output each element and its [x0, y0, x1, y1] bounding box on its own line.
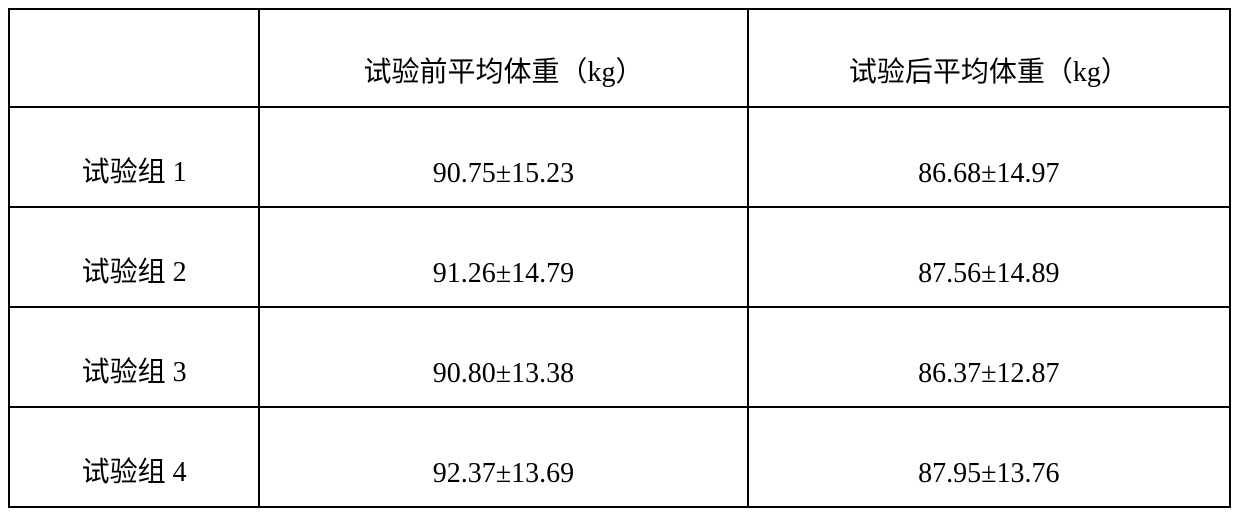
- weight-data-table: 试验前平均体重（kg） 试验后平均体重（kg） 试验组 1 90.75±15.2…: [8, 8, 1231, 508]
- row-after-value: 87.95±13.76: [748, 407, 1230, 507]
- row-before-value: 90.80±13.38: [259, 307, 747, 407]
- table-row: 试验组 4 92.37±13.69 87.95±13.76: [9, 407, 1230, 507]
- row-before-value: 91.26±14.79: [259, 207, 747, 307]
- row-before-value: 92.37±13.69: [259, 407, 747, 507]
- header-cell-after: 试验后平均体重（kg）: [748, 9, 1230, 107]
- table-row: 试验组 2 91.26±14.79 87.56±14.89: [9, 207, 1230, 307]
- row-label: 试验组 1: [9, 107, 259, 207]
- header-cell-before: 试验前平均体重（kg）: [259, 9, 747, 107]
- row-label: 试验组 3: [9, 307, 259, 407]
- row-before-value: 90.75±15.23: [259, 107, 747, 207]
- row-after-value: 86.37±12.87: [748, 307, 1230, 407]
- row-after-value: 86.68±14.97: [748, 107, 1230, 207]
- header-cell-label: [9, 9, 259, 107]
- table-row: 试验组 1 90.75±15.23 86.68±14.97: [9, 107, 1230, 207]
- table-header-row: 试验前平均体重（kg） 试验后平均体重（kg）: [9, 9, 1230, 107]
- table-row: 试验组 3 90.80±13.38 86.37±12.87: [9, 307, 1230, 407]
- row-after-value: 87.56±14.89: [748, 207, 1230, 307]
- row-label: 试验组 4: [9, 407, 259, 507]
- row-label: 试验组 2: [9, 207, 259, 307]
